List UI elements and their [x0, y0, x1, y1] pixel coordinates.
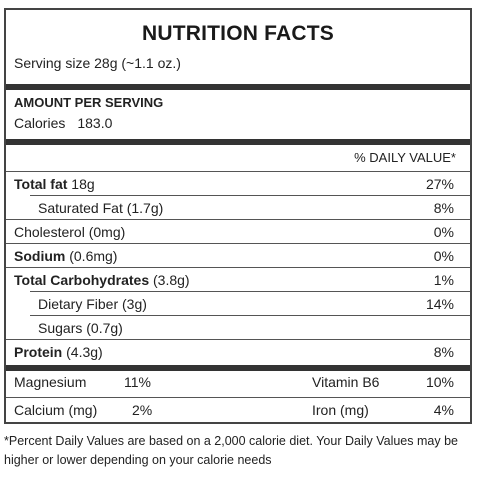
- nutrient-name: Total Carbohydrates (3.8g): [14, 272, 190, 288]
- daily-value-header: % DAILY VALUE*: [354, 150, 456, 165]
- nutrient-row-sugars: Sugars (0.7g): [6, 316, 470, 340]
- thick-divider: [6, 84, 470, 90]
- nutrient-name: Dietary Fiber (3g): [38, 296, 147, 312]
- nutrient-name: Total fat 18g: [14, 176, 95, 192]
- mineral-pct-iron: 4%: [433, 402, 454, 418]
- mineral-name-magnesium: Magnesium: [14, 374, 87, 390]
- nutrient-row-dietary-fiber: Dietary Fiber (3g) 14%: [6, 292, 470, 316]
- mineral-name-calcium: Calcium (mg): [14, 402, 98, 418]
- vitamin-pct-b6: 10%: [425, 374, 454, 390]
- thick-divider: [6, 139, 470, 145]
- nutrition-panel: NUTRITION FACTS Serving size 28g (~1.1 o…: [4, 8, 472, 424]
- calories-row: Calories 183.0: [14, 115, 112, 131]
- calories-value: 183.0: [77, 115, 113, 131]
- panel-title: NUTRITION FACTS: [142, 22, 334, 45]
- serving-size: Serving size 28g (~1.1 oz.): [14, 55, 181, 71]
- nutrient-name: Sodium (0.6mg): [14, 248, 118, 264]
- thin-divider: [6, 397, 470, 398]
- nutrient-row-sodium: Sodium (0.6mg) 0%: [6, 244, 470, 268]
- nutrient-row-cholesterol: Cholesterol (0mg) 0%: [6, 220, 470, 244]
- mineral-pct-calcium: 2%: [132, 402, 153, 418]
- nutrient-row-saturated-fat: Saturated Fat (1.7g) 8%: [6, 196, 470, 220]
- nutrient-name: Cholesterol (0mg): [14, 224, 126, 240]
- nutrient-pct: 8%: [433, 200, 454, 216]
- nutrient-row-protein: Protein (4.3g) 8%: [6, 340, 470, 364]
- nutrient-name: Saturated Fat (1.7g): [38, 200, 164, 216]
- footnote: *Percent Daily Values are based on a 2,0…: [4, 434, 458, 467]
- thin-divider: [6, 171, 470, 172]
- nutrient-row-total-fat: Total fat 18g 27%: [6, 172, 470, 196]
- mineral-pct-magnesium: 11%: [124, 374, 151, 390]
- vitamin-name-b6: Vitamin B6: [312, 374, 380, 390]
- nutrient-pct: 1%: [433, 272, 454, 288]
- calories-label: Calories: [14, 115, 66, 131]
- nutrient-pct: 0%: [433, 248, 454, 264]
- mineral-name-iron: Iron (mg): [312, 402, 369, 418]
- nutrient-pct: 27%: [425, 176, 454, 192]
- nutrient-name: Sugars (0.7g): [38, 320, 123, 336]
- nutrient-name: Protein (4.3g): [14, 344, 103, 360]
- nutrient-pct: 0%: [433, 224, 454, 240]
- nutrient-pct: 14%: [425, 296, 454, 312]
- nutrient-row-total-carbohydrates: Total Carbohydrates (3.8g) 1%: [6, 268, 470, 292]
- thick-divider: [6, 365, 470, 371]
- nutrient-pct: 8%: [433, 344, 454, 360]
- amount-per-serving: AMOUNT PER SERVING: [14, 95, 164, 110]
